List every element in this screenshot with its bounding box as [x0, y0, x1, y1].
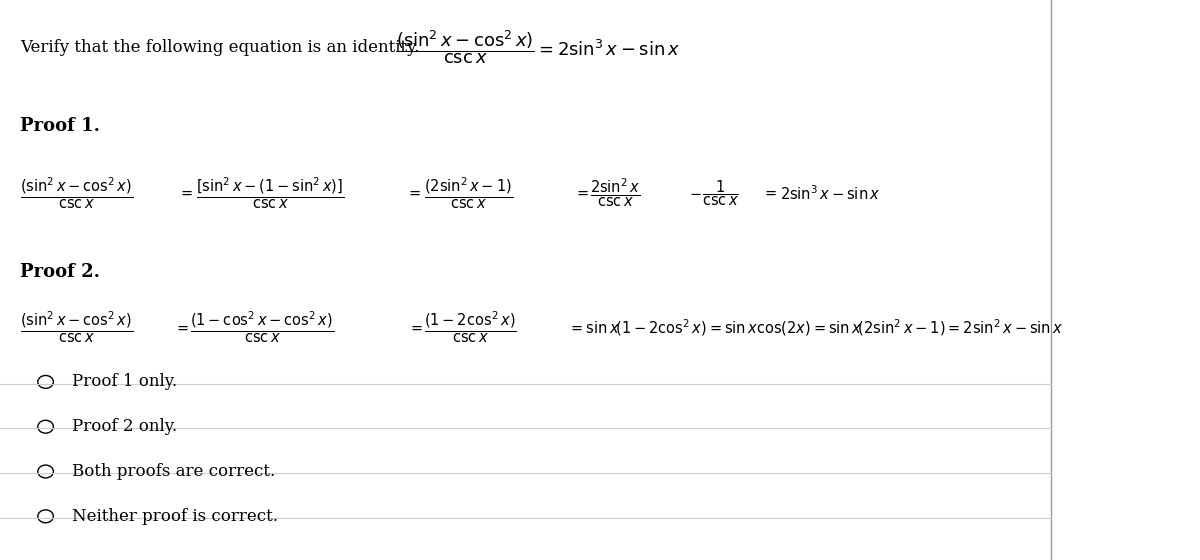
Text: $\dfrac{2\sin^2 x}{\csc x}$: $\dfrac{2\sin^2 x}{\csc x}$ [590, 177, 641, 209]
Text: $\dfrac{(\sin^2 x - \cos^2 x)}{\csc x}$: $\dfrac{(\sin^2 x - \cos^2 x)}{\csc x}$ [20, 176, 133, 211]
Text: $=$: $=$ [178, 186, 193, 200]
Text: Proof 1 only.: Proof 1 only. [72, 374, 178, 390]
Text: $=$: $=$ [406, 186, 421, 200]
Text: $2\sin^3 x - \sin x$: $2\sin^3 x - \sin x$ [780, 184, 881, 203]
Text: $\dfrac{(2\sin^2 x - 1)}{\csc x}$: $\dfrac{(2\sin^2 x - 1)}{\csc x}$ [424, 176, 512, 211]
Text: Proof 2.: Proof 2. [20, 263, 101, 281]
Text: $-$: $-$ [689, 186, 702, 200]
Text: $=$: $=$ [574, 186, 589, 200]
Text: $\dfrac{(1-2\cos^2 x)}{\csc x}$: $\dfrac{(1-2\cos^2 x)}{\csc x}$ [424, 310, 516, 345]
Text: $= \sin x\!\left(1 - 2\cos^2 x\right) = \sin x\cos(2x) = \sin x\!\left(2\sin^2 x: $= \sin x\!\left(1 - 2\cos^2 x\right) = … [568, 318, 1063, 338]
Text: $=$: $=$ [174, 320, 190, 335]
Text: $\dfrac{1}{\csc x}$: $\dfrac{1}{\csc x}$ [702, 179, 739, 208]
Text: $\dfrac{(1-\cos^2 x-\cos^2 x)}{\csc x}$: $\dfrac{(1-\cos^2 x-\cos^2 x)}{\csc x}$ [190, 310, 334, 345]
Text: Proof 1.: Proof 1. [20, 117, 101, 135]
Text: $\dfrac{(\sin^2 x - \cos^2 x)}{\csc x} = 2\sin^3 x - \sin x$: $\dfrac{(\sin^2 x - \cos^2 x)}{\csc x} =… [396, 29, 680, 67]
Text: $=$: $=$ [408, 320, 424, 335]
Text: Neither proof is correct.: Neither proof is correct. [72, 508, 278, 525]
Text: Both proofs are correct.: Both proofs are correct. [72, 463, 275, 480]
Text: $=$: $=$ [762, 186, 778, 200]
Text: Verify that the following equation is an identity.: Verify that the following equation is an… [20, 39, 420, 56]
Text: $\dfrac{(\sin^2 x-\cos^2 x)}{\csc x}$: $\dfrac{(\sin^2 x-\cos^2 x)}{\csc x}$ [20, 310, 133, 345]
Text: $\dfrac{[\sin^2 x - (1-\sin^2 x)]}{\csc x}$: $\dfrac{[\sin^2 x - (1-\sin^2 x)]}{\csc … [196, 176, 344, 211]
Text: Proof 2 only.: Proof 2 only. [72, 418, 178, 435]
